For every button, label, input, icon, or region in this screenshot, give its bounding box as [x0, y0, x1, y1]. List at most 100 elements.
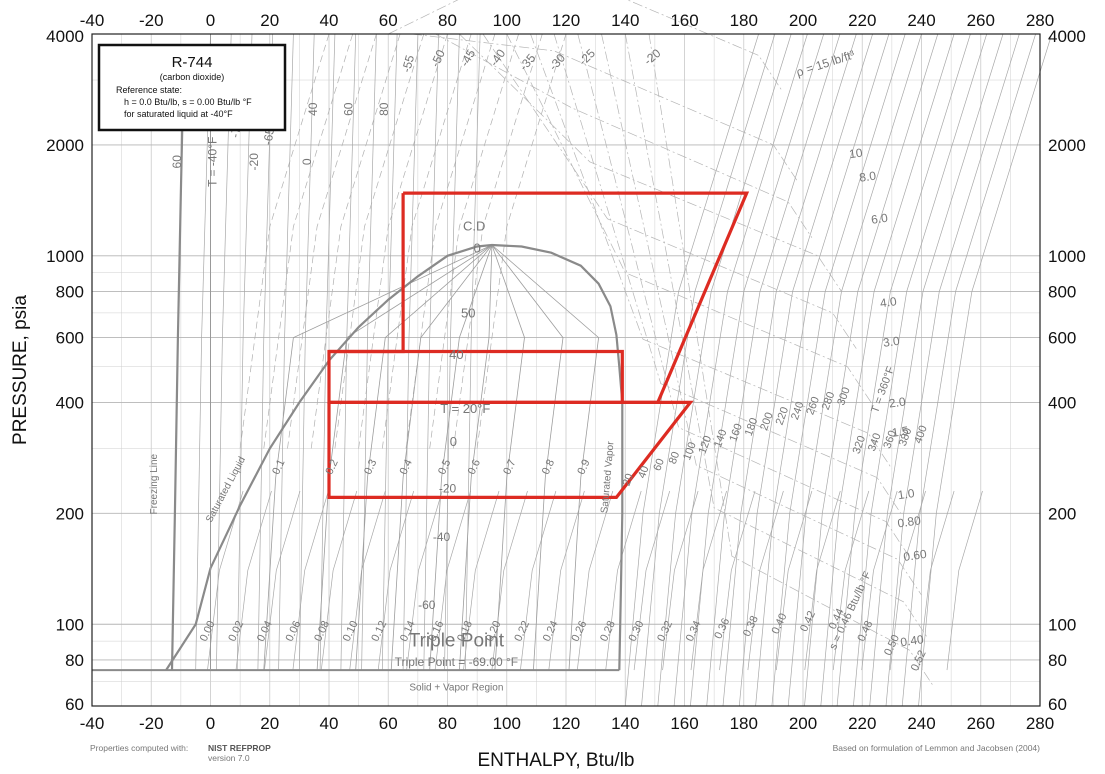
- isotherm-vapor: [690, 33, 825, 707]
- quality-line: [316, 244, 493, 671]
- isotherm-vapor: [771, 33, 906, 707]
- density-label: 4.0: [879, 294, 898, 310]
- y-tick-label-right: 100: [1048, 615, 1076, 634]
- entropy-line: [747, 490, 784, 671]
- y-tick-label-right: 1000: [1048, 247, 1086, 266]
- entropy-line: [889, 490, 926, 671]
- isotherm-vapor: [722, 33, 857, 707]
- isotherm-dash: [453, 33, 543, 449]
- isotherm-vapor: [804, 33, 939, 707]
- isotherm-label: 300: [835, 386, 853, 407]
- isotherm-label: 60: [651, 457, 666, 473]
- y-tick-label-right: 400: [1048, 393, 1076, 412]
- reference-line2: for saturated liquid at -40°F: [124, 109, 233, 119]
- entropy-line: [463, 490, 500, 671]
- solid-vapor-label: Solid + Vapor Region: [409, 683, 503, 694]
- isotherm-label: 280: [820, 390, 838, 411]
- isotherm-label: 100: [681, 441, 699, 462]
- isotherm-vapor: [657, 33, 792, 707]
- density-line: [459, 33, 842, 292]
- entropy-line: [861, 490, 898, 671]
- quality-line: [390, 244, 493, 671]
- isotherm-label: 120: [697, 434, 715, 455]
- cycle-path: [329, 349, 624, 403]
- isotherm-label: 140: [712, 428, 730, 449]
- isotherm-label: 180: [743, 416, 761, 437]
- quality-label: 0.1: [270, 458, 287, 477]
- grid: [91, 33, 1041, 707]
- refrigeration-cycles: [327, 191, 750, 499]
- property-curves: [195, 0, 1053, 707]
- entropy-label: 0.22: [512, 619, 532, 643]
- y-tick-label-right: 4000: [1048, 27, 1086, 46]
- x-tick-label-bottom: 180: [730, 714, 758, 733]
- density-label: 10: [848, 146, 863, 162]
- isotherm-vapor: [787, 33, 922, 707]
- entropy-label: 0.04: [255, 619, 275, 643]
- quality-line: [491, 244, 525, 671]
- quality-label: 0.3: [362, 458, 379, 477]
- y-tick-label-left: 400: [56, 393, 84, 412]
- legend-box: R-744 (carbon dioxide) Reference state: …: [97, 43, 287, 132]
- x-tick-label-top: 280: [1026, 11, 1054, 30]
- x-tick-label-top: 120: [552, 11, 580, 30]
- saturated-vapor-label: Saturated Vapor: [599, 440, 616, 513]
- chart-title: R-744: [172, 54, 213, 71]
- entropy-line: [633, 490, 671, 671]
- density-label: 3.0: [882, 334, 901, 350]
- y-tick-label-right: 60: [1048, 695, 1067, 714]
- density-label: 1.5: [891, 424, 910, 440]
- entropy-label: 0.12: [369, 619, 389, 643]
- chart-subtitle: (carbon dioxide): [160, 72, 225, 82]
- x-tick-label-bottom: 260: [967, 714, 995, 733]
- quality-line: [491, 244, 564, 671]
- entropy-label: 0.00: [198, 619, 218, 643]
- x-tick-label-top: 180: [730, 11, 758, 30]
- isotherm-label: 80: [377, 102, 391, 116]
- quality-line: [355, 244, 493, 671]
- x-tick-label-top: 0: [206, 11, 215, 30]
- x-tick-label-top: 20: [260, 11, 279, 30]
- density-line: [388, 0, 783, 92]
- isentrope-line: [278, 33, 294, 671]
- entropy-line: [520, 490, 557, 671]
- density-line: [577, 33, 910, 558]
- entropy-label: 0.28: [598, 619, 618, 643]
- entropy-line: [662, 490, 699, 671]
- isotherm-label: -65: [260, 126, 277, 146]
- density-line: [411, 33, 798, 181]
- x-axis-title: ENTHALPY, Btu/lb: [477, 750, 634, 771]
- entropy-line: [832, 490, 870, 671]
- density-line: [506, 33, 872, 403]
- isotherm-label: -55: [399, 53, 417, 74]
- isotherm-label: 60: [170, 155, 184, 169]
- plot-frame: [91, 33, 1041, 707]
- quality-label: 0.5: [436, 458, 453, 477]
- density-label: ρ = 15 lb/ft³: [795, 47, 857, 79]
- isentrope-line: [236, 33, 253, 671]
- x-tick-label-top: 40: [320, 11, 339, 30]
- entropy-line: [292, 490, 329, 671]
- y-tick-label-right: 600: [1048, 329, 1076, 348]
- isentrope-line: [299, 33, 315, 671]
- density-label: 0.60: [902, 547, 927, 564]
- entropy-line: [235, 490, 272, 671]
- x-tick-label-top: 220: [848, 11, 876, 30]
- entropy-label: 0.42: [798, 609, 818, 633]
- y-tick-label-left: 80: [65, 651, 84, 670]
- x-tick-label-bottom: 160: [670, 714, 698, 733]
- isotherm-dash: [239, 33, 330, 449]
- entropy-label: 0.26: [569, 619, 589, 643]
- isotherm-label: 240: [789, 400, 807, 421]
- entropy-line: [804, 490, 841, 671]
- quality-label: 0.6: [466, 458, 483, 477]
- isotherm-label: 40: [636, 464, 651, 480]
- isotherm-dash: [334, 33, 425, 449]
- isotherm-vapor: [820, 33, 955, 707]
- x-tick-label-bottom: 60: [379, 714, 398, 733]
- dome-temperature-label: -20: [439, 481, 457, 495]
- isotherm-vapor: [918, 33, 1053, 707]
- tick-labels: -40-40-20-200020204040606080801001001201…: [46, 11, 1086, 733]
- isentrope-line: [257, 33, 274, 671]
- y-tick-label-left: 200: [56, 504, 84, 523]
